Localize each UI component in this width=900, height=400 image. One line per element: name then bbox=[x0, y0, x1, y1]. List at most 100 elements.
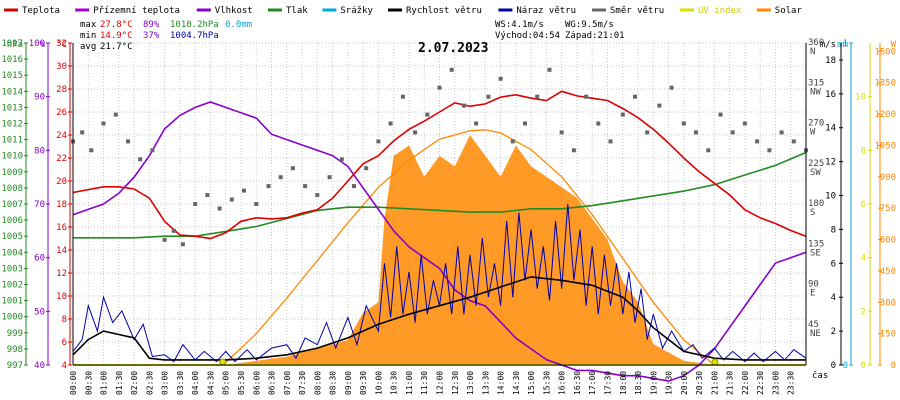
wind-direction-point bbox=[657, 103, 662, 108]
pressure-axis-tick-label: 1002 bbox=[1, 281, 23, 291]
x-tick-label: 22:30 bbox=[756, 371, 765, 395]
wind-speed-info: WS:4.1m/s bbox=[495, 20, 544, 30]
wind-direction-point bbox=[523, 121, 527, 126]
solar-axis-tick-label: 1350 bbox=[874, 79, 896, 89]
temperature-axis-tick-label: 16 bbox=[56, 223, 67, 233]
pressure-axis-tick-label: 1004 bbox=[1, 248, 23, 258]
stats-avg-temp: 21.7°C bbox=[100, 42, 133, 52]
legend-item-label: Teplota bbox=[22, 6, 60, 16]
x-tick-label: 09:00 bbox=[344, 371, 353, 395]
humidity-axis-tick-label: 70 bbox=[34, 200, 45, 210]
wind-speed-axis-tick-label: 10 bbox=[825, 192, 836, 202]
wind-direction-point bbox=[437, 85, 442, 90]
x-tick-label: 18:30 bbox=[634, 371, 643, 395]
humidity-axis-tick-label: 90 bbox=[34, 93, 45, 103]
wind-direction-point bbox=[510, 139, 515, 144]
temperature-axis-tick-label: 26 bbox=[56, 108, 67, 118]
x-tick-labels: 00:00 00:30 01:00 01:30 02:00 02:30 03:00 03:30… bbox=[69, 371, 796, 395]
wind-direction-point bbox=[486, 94, 491, 99]
wind-direction-point bbox=[535, 94, 540, 99]
wind-speed-axis-tick-label: 16 bbox=[825, 90, 836, 100]
x-tick-label: 15:30 bbox=[542, 371, 551, 395]
temperature-axis-tick-label: 24 bbox=[56, 131, 67, 141]
x-tick-label: 03:00 bbox=[161, 371, 170, 395]
stats-max-label: max bbox=[80, 20, 97, 30]
x-tick-label: 08:00 bbox=[313, 371, 322, 395]
x-tick-label: 08:30 bbox=[329, 371, 338, 395]
x-tick-label: 01:30 bbox=[115, 371, 124, 395]
wind-direction-point bbox=[171, 228, 176, 233]
pressure-axis-tick-label: 999 bbox=[7, 329, 23, 339]
x-tick-label: 03:30 bbox=[176, 371, 185, 395]
wind-direction-point bbox=[547, 67, 552, 72]
wind-direction-point bbox=[101, 121, 106, 126]
x-tick-label: 01:00 bbox=[100, 371, 109, 395]
x-tick-label: 12:00 bbox=[436, 371, 445, 395]
x-tick-label: 23:00 bbox=[771, 371, 780, 395]
direction-compass-label: NW bbox=[810, 87, 821, 97]
pressure-axis-tick-label: 1007 bbox=[1, 200, 23, 210]
direction-tick-label: 135 bbox=[808, 239, 824, 249]
legend-item-label: Směr větru bbox=[610, 6, 664, 16]
x-tick-label: 20:30 bbox=[695, 371, 704, 395]
wind-direction-point bbox=[461, 103, 466, 108]
x-tick-label: 06:00 bbox=[252, 371, 261, 395]
stats-min-press: 1004.7hPa bbox=[170, 31, 219, 41]
x-tick-label: 07:00 bbox=[283, 371, 292, 395]
x-tick-label: 10:30 bbox=[390, 371, 399, 395]
wind-direction-point bbox=[352, 184, 356, 189]
wind-speed-axis-title: m/s bbox=[820, 40, 836, 50]
temperature-axis-tick-label: 18 bbox=[56, 200, 67, 210]
solar-series bbox=[73, 129, 806, 366]
solar-axis-tick-label: 0 bbox=[891, 361, 896, 371]
wind-direction-point bbox=[498, 76, 503, 81]
stats-min-temp: 14.9°C bbox=[100, 31, 133, 41]
wind-direction-point bbox=[584, 94, 589, 99]
pressure-axis-tick-label: 1017 bbox=[1, 39, 23, 49]
wind-speed-axis-tick-label: 14 bbox=[825, 124, 836, 134]
x-tick-label: 20:00 bbox=[680, 371, 689, 395]
wind-direction-point bbox=[449, 67, 454, 72]
wind-direction-point bbox=[388, 121, 393, 126]
temperature-axis-tick-label: 12 bbox=[56, 269, 67, 279]
uv-axis-tick-label: 8 bbox=[861, 146, 866, 156]
wind-direction-point bbox=[229, 197, 234, 202]
wind-direction-series bbox=[71, 67, 808, 247]
wind-direction-point bbox=[706, 148, 711, 153]
wind-direction-point bbox=[315, 193, 320, 198]
wind-speed-axis-tick-label: 0 bbox=[831, 361, 836, 371]
humidity-axis-tick-label: 40 bbox=[34, 361, 45, 371]
x-tick-label: 16:00 bbox=[558, 371, 567, 395]
stats-min-label: min bbox=[80, 31, 96, 41]
x-tick-label: 23:30 bbox=[787, 371, 796, 395]
rain-axis-tick-label: 0 bbox=[843, 361, 848, 371]
humidity-axis-tick-label: 100 bbox=[29, 39, 45, 49]
wind-direction-point bbox=[755, 139, 760, 144]
temperature-axis-tick-label: 28 bbox=[56, 85, 67, 95]
x-tick-label: 07:30 bbox=[298, 371, 307, 395]
wind-direction-point bbox=[608, 139, 613, 144]
wind-direction-point bbox=[266, 184, 271, 189]
wind-direction-point bbox=[205, 193, 210, 198]
solar-axis-tick-label: 600 bbox=[880, 236, 896, 246]
direction-tick-label: 90 bbox=[808, 280, 819, 290]
wind-direction-point bbox=[193, 202, 198, 206]
wind-direction-point bbox=[80, 130, 85, 135]
x-tick-label: 21:30 bbox=[726, 371, 735, 395]
legend-item-label: Vlhkost bbox=[215, 6, 253, 16]
temperature-axis-tick-label: 22 bbox=[56, 154, 67, 164]
x-tick-label: 09:30 bbox=[359, 371, 368, 395]
stats-max-press: 1010.2hPa bbox=[170, 20, 219, 30]
temperature-axis-title: °C bbox=[56, 40, 67, 50]
temperature-axis-tick-label: 10 bbox=[56, 292, 67, 302]
sunset-marker bbox=[711, 358, 719, 366]
wind-direction-point bbox=[767, 148, 772, 153]
legend: Teplota Přízemní teplota Vlhkost Tlak Srážky… bbox=[4, 6, 802, 16]
x-tick-label: 04:00 bbox=[191, 371, 200, 395]
axes: 9979989991000100110021003100410051006100… bbox=[1, 38, 896, 371]
direction-compass-label: E bbox=[810, 289, 815, 299]
x-tick-label: 11:30 bbox=[420, 371, 429, 395]
wind-direction-point bbox=[364, 166, 369, 171]
